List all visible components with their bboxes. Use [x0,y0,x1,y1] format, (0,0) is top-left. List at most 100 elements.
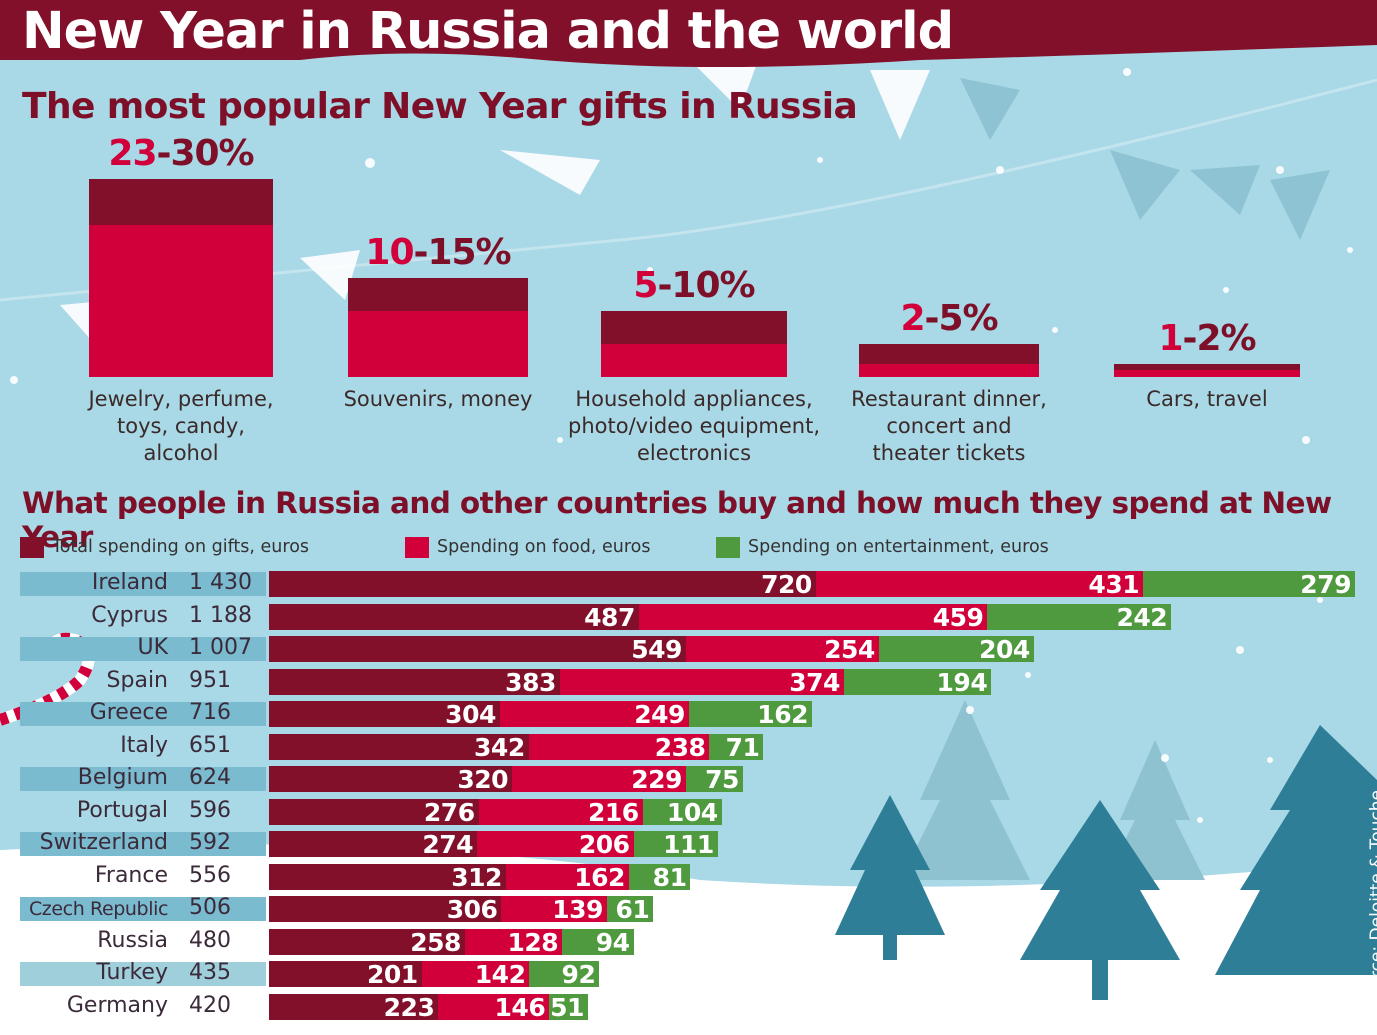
bar-value-food: 431 [1088,570,1140,599]
legend-label-gifts: Total spending on gifts, euros [52,537,310,557]
bar-value-entertainment: 94 [595,927,630,957]
country-total: 592 [189,830,231,855]
row-highlight [20,962,266,986]
bar-value-gifts: 306 [446,895,498,924]
table-row: Ireland 1 430 720 431 279 [0,570,1377,599]
row-highlight [20,637,266,661]
gift-label-line: Jewelry, perfume, [88,387,274,411]
legend-swatch-food [405,536,429,558]
bar-value-entertainment: 162 [757,700,808,729]
bar-segment-entertainment: 92 [529,960,600,989]
bar-value-entertainment: 61 [615,895,650,924]
bar-segment-food: 146 [438,993,550,1022]
bar-value-food: 229 [631,765,682,794]
table-row: Turkey 435 201 142 92 [0,960,1377,989]
country-name: Ireland [91,570,168,595]
table-row: Germany 420 223 146 51 [0,992,1377,1022]
country-total: 1 188 [189,602,252,628]
gift-percent-low: 23 [108,133,157,174]
bar-segment-entertainment: 94 [562,927,634,957]
bar-value-gifts: 274 [422,830,474,859]
country-total: 1 007 [189,635,252,660]
country-name: Greece [89,700,168,725]
gifts-section-title: The most popular New Year gifts in Russi… [22,86,858,127]
country-total: 480 [189,927,231,953]
bar-value-food: 374 [789,667,840,697]
gift-column: 10-15% Souvenirs, money [318,0,580,470]
table-row: Greece 716 304 249 162 [0,700,1377,729]
source-note: Source: Deloitte & Touche [1367,789,1377,1010]
bar-segment-food: 142 [421,960,530,989]
bar-segment-gifts: 487 [269,602,639,632]
row-highlight [20,572,266,596]
bar-segment-gifts: 312 [269,862,506,892]
legend-swatch-entertainment [716,536,740,558]
bar-value-entertainment: 204 [979,635,1030,664]
bar-value-gifts: 312 [451,862,502,892]
country-name: UK [137,635,168,660]
gift-bar-high [348,278,528,311]
bar-segment-food: 139 [501,895,607,924]
gift-bar-high [859,344,1039,364]
row-highlight [20,767,266,791]
gift-category-label: Household appliances, photo/video equipme… [563,386,825,467]
gift-column: 23-30% Jewelry, perfume, toys, candy, alcoh… [80,0,342,470]
gift-column: 5-10% Household appliances, photo/video eq… [560,0,822,470]
bar-value-entertainment: 279 [1300,570,1351,599]
bar-value-gifts: 276 [423,797,475,827]
bar-value-food: 459 [932,602,984,632]
bar-segment-gifts: 342 [269,733,529,762]
bar-value-entertainment: 111 [663,830,714,859]
bar-segment-gifts: 201 [269,960,422,989]
country-total: 716 [189,700,231,725]
gift-label-line: Household appliances, [575,387,813,411]
country-name: Czech Republic [28,898,168,920]
bar-segment-entertainment: 104 [642,797,722,827]
bar-segment-food: 249 [499,700,689,729]
country-name: France [94,862,168,888]
gift-percent-label: 23-30% [50,133,312,174]
legend-item-food: Spending on food, euros [405,536,650,558]
gift-category-label: Souvenirs, money [307,386,569,413]
bar-value-entertainment: 104 [666,797,718,827]
bar-value-gifts: 487 [584,602,635,632]
bar-segment-entertainment: 75 [685,765,743,794]
bar-segment-gifts: 258 [269,928,465,957]
bar-segment-gifts: 276 [269,797,479,827]
bar-segment-gifts: 720 [269,570,816,599]
gift-label-line: electronics [636,441,752,465]
bar-value-entertainment: 71 [725,732,760,762]
gift-column: 2-5% Restaurant dinner, concert and theater… [818,0,1080,470]
gift-category-label: Cars, travel [1076,386,1338,413]
bar-value-food: 139 [552,895,603,924]
row-highlight [20,897,266,921]
gift-percent-high: -30% [156,133,255,174]
country-name: Cyprus [91,602,168,628]
legend-swatch-gifts [20,536,44,558]
country-name: Turkey [96,960,168,985]
table-row: Belgium 624 320 229 75 [0,765,1377,794]
table-row: Spain 951 383 374 194 [0,667,1377,697]
gift-bar-high [601,311,787,344]
table-row: Switzerland 592 274 206 111 [0,830,1377,859]
country-name: Germany [66,992,168,1018]
bar-segment-gifts: 306 [269,895,502,924]
gift-bar-low [348,311,528,377]
bar-value-food: 238 [654,732,706,762]
bar-segment-food: 128 [464,928,563,957]
country-name: Italy [120,732,168,758]
legend-item-gifts: Total spending on gifts, euros [20,536,309,558]
gift-label-line: Cars, travel [1146,387,1268,411]
bar-value-food: 206 [578,830,630,859]
bar-segment-gifts: 383 [269,668,560,697]
bar-segment-gifts: 304 [269,700,500,729]
bar-value-gifts: 320 [457,765,509,794]
bar-value-gifts: 304 [445,700,496,729]
gift-label-line: toys, candy, [117,414,245,438]
country-total: 1 430 [189,570,252,595]
gift-bar-high [89,179,273,226]
country-name: Russia [97,927,168,953]
gift-bar-low [859,363,1039,377]
gift-percent-low: 5 [633,265,658,306]
gift-percent-high: -2% [1182,317,1257,359]
